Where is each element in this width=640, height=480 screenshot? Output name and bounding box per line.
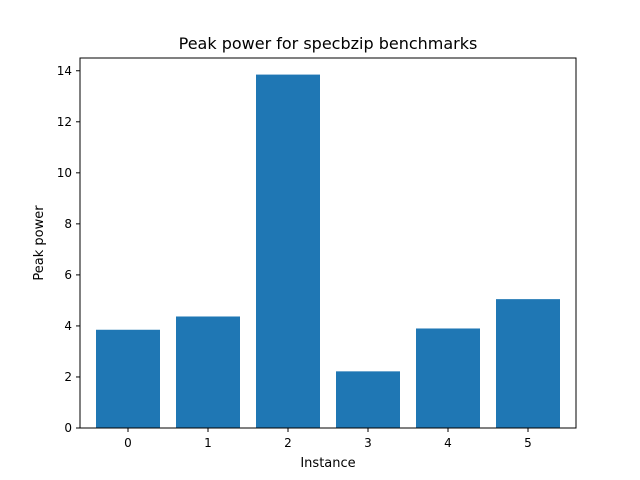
- bar-0: [96, 329, 160, 428]
- x-tick-label: 1: [204, 436, 212, 450]
- plot-frame: [79, 57, 577, 429]
- y-tick-label: 4: [64, 319, 72, 333]
- y-tick-label: 0: [64, 421, 72, 435]
- bar-4: [416, 328, 480, 428]
- y-tick-label: 12: [57, 115, 72, 129]
- y-tick-label: 14: [57, 64, 72, 78]
- bar-3: [336, 371, 400, 428]
- x-tick-label: 5: [524, 436, 532, 450]
- x-axis-label: Instance: [300, 456, 355, 471]
- bar-1: [176, 316, 240, 428]
- chart-title: Peak power for specbzip benchmarks: [179, 34, 478, 53]
- y-axis-ticks: 0 2 4 6 8 10 12 14: [57, 64, 80, 435]
- y-tick-label: 6: [64, 268, 72, 282]
- bar-2: [256, 74, 320, 428]
- bar-5: [496, 299, 560, 428]
- y-axis-label: Peak power: [32, 205, 47, 281]
- x-axis-ticks: 0 1 2 3 4 5: [124, 428, 532, 450]
- x-tick-label: 2: [284, 436, 292, 450]
- x-tick-label: 3: [364, 436, 372, 450]
- y-tick-label: 10: [57, 166, 72, 180]
- x-tick-label: 0: [124, 436, 132, 450]
- x-tick-label: 4: [444, 436, 452, 450]
- y-tick-label: 2: [64, 370, 72, 384]
- y-tick-label: 8: [64, 217, 72, 231]
- bars-group: [96, 74, 560, 428]
